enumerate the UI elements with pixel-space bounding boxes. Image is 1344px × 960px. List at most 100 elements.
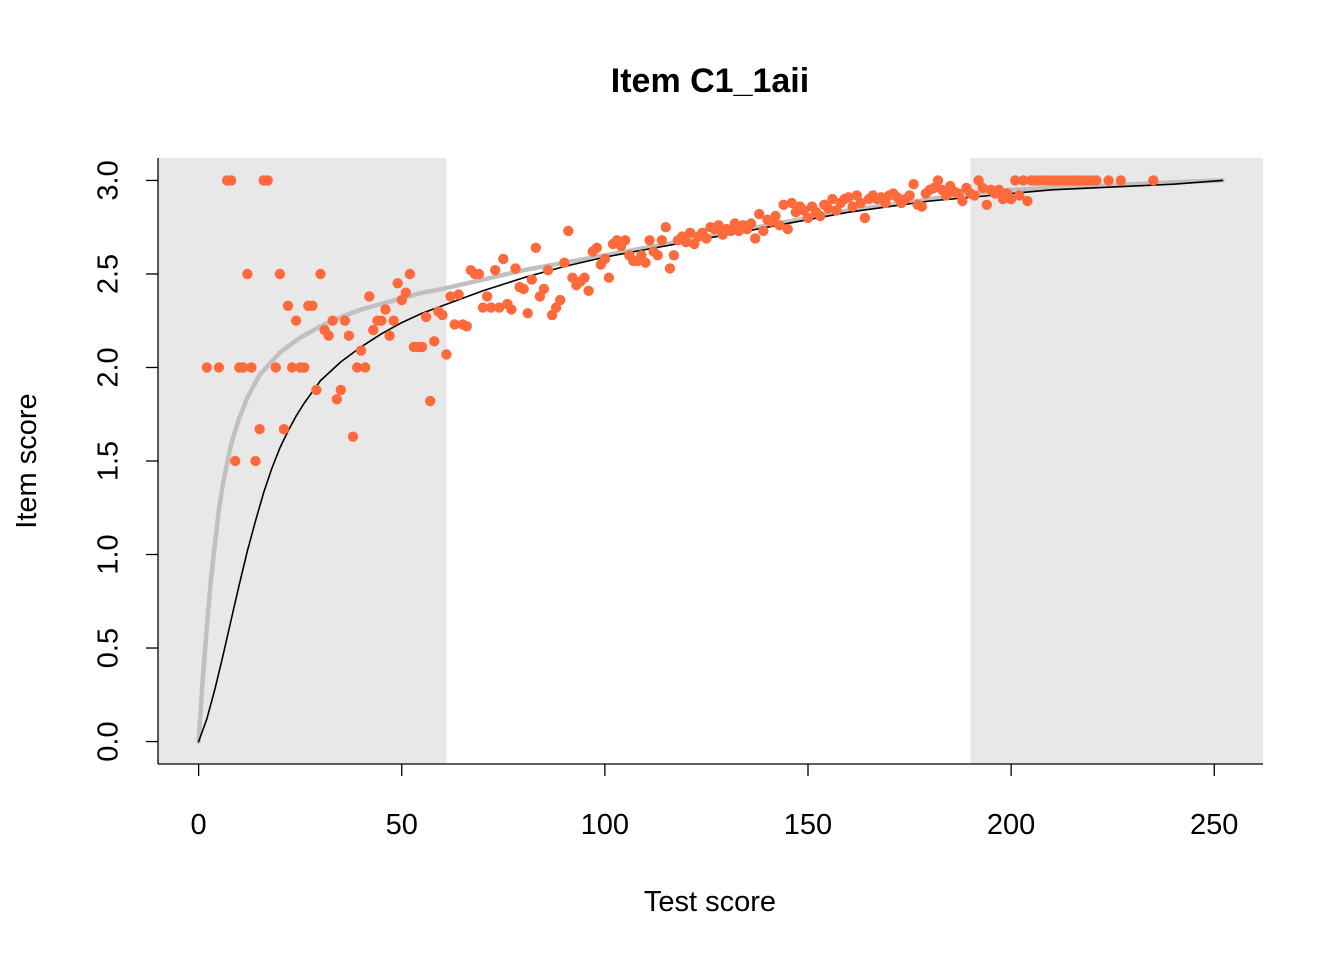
data-point — [494, 302, 505, 313]
data-point — [343, 330, 355, 341]
data-point — [360, 362, 371, 373]
data-point — [246, 362, 257, 373]
data-point — [981, 199, 992, 210]
data-point — [652, 250, 663, 261]
data-point — [404, 268, 416, 280]
x-ticks: 0 50 100 150 200 250 — [191, 764, 1238, 841]
data-point — [238, 362, 249, 373]
data-point — [1115, 175, 1127, 186]
data-point — [660, 222, 671, 233]
data-point — [425, 395, 436, 407]
data-point — [843, 192, 854, 203]
data-point — [335, 384, 346, 396]
data-point — [274, 268, 286, 280]
data-point — [904, 190, 915, 201]
data-point — [847, 201, 858, 212]
data-point — [230, 455, 241, 467]
data-point — [364, 291, 375, 302]
data-point — [307, 300, 318, 311]
data-point — [559, 257, 570, 268]
data-point — [445, 291, 456, 302]
y-tick-label: 3.0 — [93, 160, 125, 200]
data-point — [327, 315, 338, 326]
y-tick-label: 1.0 — [93, 534, 125, 574]
data-point — [782, 223, 793, 235]
data-point — [368, 324, 379, 336]
data-point — [1018, 175, 1029, 186]
data-point — [526, 274, 537, 285]
data-point — [1005, 193, 1017, 205]
data-point — [376, 315, 387, 326]
data-point — [802, 212, 814, 224]
data-point — [664, 263, 676, 274]
data-point — [916, 201, 927, 212]
data-point — [201, 362, 212, 373]
data-point — [1010, 175, 1021, 186]
data-point — [429, 336, 440, 347]
data-point — [286, 362, 298, 373]
x-tick-label: 150 — [784, 809, 832, 841]
y-axis-label: Item score — [11, 393, 43, 528]
data-point — [644, 235, 655, 246]
x-tick-label: 200 — [987, 809, 1035, 841]
data-point — [351, 362, 363, 373]
data-point — [555, 294, 566, 306]
data-point — [485, 302, 497, 313]
data-point — [506, 304, 517, 315]
data-point — [656, 235, 667, 246]
data-point — [579, 272, 590, 283]
data-point — [449, 319, 460, 330]
data-point — [827, 193, 838, 205]
y-tick-label: 1.5 — [93, 441, 125, 481]
y-tick-label: 2.5 — [93, 254, 125, 294]
y-tick-label: 0.5 — [93, 628, 125, 668]
x-tick-label: 250 — [1190, 809, 1238, 841]
data-point — [461, 321, 472, 332]
data-point — [1103, 175, 1114, 186]
data-point — [477, 302, 489, 313]
data-point — [392, 278, 403, 289]
data-point — [786, 197, 797, 209]
data-point — [510, 263, 521, 274]
data-point — [640, 257, 651, 268]
data-point — [823, 203, 834, 214]
data-point — [599, 253, 611, 265]
data-point — [355, 345, 367, 356]
data-point — [815, 210, 826, 222]
x-tick-label: 0 — [191, 809, 207, 841]
data-point — [680, 237, 692, 248]
data-point — [518, 283, 529, 295]
data-point — [620, 235, 631, 246]
data-point — [416, 341, 428, 353]
data-point — [299, 362, 310, 373]
data-point — [542, 265, 554, 276]
data-point — [908, 179, 919, 190]
data-point — [750, 233, 761, 244]
data-point — [774, 220, 785, 231]
x-tick-label: 100 — [581, 809, 629, 841]
data-point — [538, 283, 550, 295]
data-point — [668, 250, 680, 261]
data-point — [282, 300, 294, 311]
data-point — [473, 268, 485, 280]
data-point — [331, 394, 342, 405]
data-point — [957, 195, 968, 207]
data-point — [347, 431, 359, 442]
data-point — [339, 315, 351, 326]
x-tick-label: 50 — [386, 809, 418, 841]
data-point — [315, 268, 326, 280]
data-point — [932, 175, 944, 186]
data-point — [262, 175, 273, 186]
data-point — [453, 289, 464, 300]
data-point — [278, 424, 290, 435]
data-point — [591, 242, 602, 253]
data-point — [490, 265, 501, 276]
data-point — [778, 199, 789, 210]
data-point — [270, 362, 281, 373]
data-point — [522, 308, 533, 319]
data-point — [685, 227, 696, 238]
data-point — [940, 190, 952, 201]
data-point — [859, 212, 871, 224]
data-point — [770, 210, 781, 222]
